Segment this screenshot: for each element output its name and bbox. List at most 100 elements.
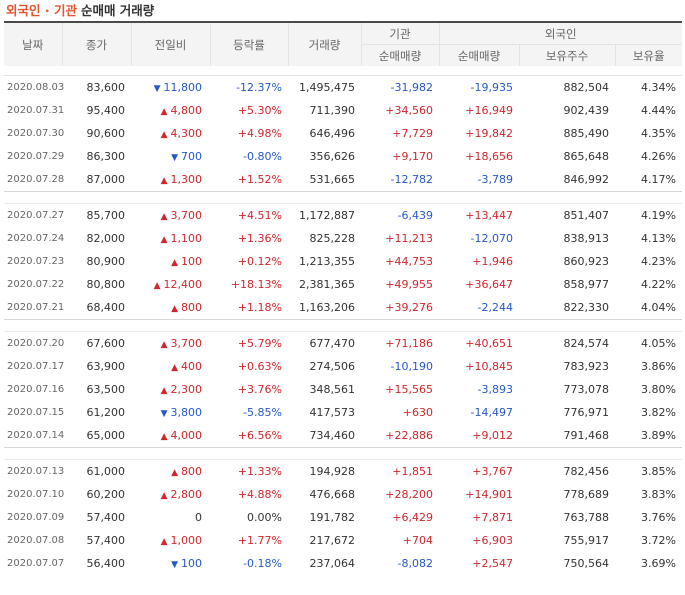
section-title-sub: 순매매 거래량 bbox=[80, 3, 155, 18]
cell-foreign-net: +16,949 bbox=[465, 104, 513, 117]
cell-change: ▲ 1,100 bbox=[131, 227, 210, 250]
cell-volume: 1,163,206 bbox=[299, 301, 355, 314]
cell-date: 2020.07.28 bbox=[7, 174, 65, 185]
table-row: 2020.07.28 87,000 ▲ 1,300 +1.52% 531,665 -12,7… bbox=[4, 168, 682, 192]
cell-foreign-ratio: 4.04% bbox=[641, 301, 676, 314]
table-row: 2020.08.03 83,600 ▼ 11,800 -12.37% 1,495,475 -… bbox=[4, 76, 682, 100]
cell-change: ▲ 400 bbox=[131, 355, 210, 378]
cell-date: 2020.07.27 bbox=[7, 210, 65, 221]
cell-volume: 194,928 bbox=[309, 465, 356, 478]
cell-rate: -5.85% bbox=[243, 406, 282, 419]
cell-foreign-hold: 776,971 bbox=[563, 406, 610, 419]
section-title-main: 외국인 · 기관 bbox=[6, 3, 77, 18]
cell-foreign-hold: 822,330 bbox=[563, 301, 610, 314]
cell-foreign-net: -12,070 bbox=[470, 232, 513, 245]
cell-close: 90,600 bbox=[86, 127, 126, 140]
cell-close: 83,600 bbox=[86, 81, 126, 94]
cell-foreign-ratio: 3.89% bbox=[641, 429, 676, 442]
cell-inst-net: +6,429 bbox=[392, 511, 433, 524]
cell-volume: 677,470 bbox=[309, 337, 356, 350]
change-value: 3,700 bbox=[170, 337, 203, 350]
change-value: 3,800 bbox=[170, 406, 203, 419]
triangle-down-icon: ▼ bbox=[171, 153, 178, 163]
header-row-bottom: 순매매량 순매매량 보유주수 보유율 bbox=[4, 44, 682, 66]
cell-foreign-net: +7,871 bbox=[472, 511, 513, 524]
cell-date: 2020.07.17 bbox=[7, 361, 65, 372]
cell-foreign-hold: 750,564 bbox=[563, 557, 610, 570]
triangle-up-icon: ▲ bbox=[153, 281, 161, 291]
col-header-foreign-ratio: 보유율 bbox=[614, 44, 682, 66]
col-group-foreign: 외국인 bbox=[438, 21, 682, 45]
triangle-up-icon: ▲ bbox=[160, 432, 168, 442]
table-row: 2020.07.10 60,200 ▲ 2,800 +4.88% 476,668 +28,2… bbox=[4, 483, 682, 506]
cell-change: ▼ 3,800 bbox=[131, 401, 210, 424]
cell-inst-net: +39,276 bbox=[385, 301, 433, 314]
cell-date: 2020.07.10 bbox=[7, 489, 65, 500]
cell-foreign-hold: 763,788 bbox=[563, 511, 610, 524]
cell-close: 82,000 bbox=[86, 232, 126, 245]
cell-close: 57,400 bbox=[86, 511, 126, 524]
triangle-up-icon: ▲ bbox=[171, 258, 178, 268]
cell-foreign-ratio: 4.05% bbox=[641, 337, 676, 350]
cell-volume: 825,228 bbox=[309, 232, 356, 245]
cell-close: 95,400 bbox=[86, 104, 126, 117]
triangle-up-icon: ▲ bbox=[160, 107, 168, 117]
table-row: 2020.07.24 82,000 ▲ 1,100 +1.36% 825,228 +11,2… bbox=[4, 227, 682, 250]
change-value: 4,800 bbox=[170, 104, 203, 117]
cell-date: 2020.07.22 bbox=[7, 279, 65, 290]
cell-change: ▲ 4,300 bbox=[131, 122, 210, 145]
cell-change: ▼ 700 bbox=[131, 145, 210, 168]
table-row: 2020.07.09 57,400 0 0.00% 191,782 +6,429 +7,87… bbox=[4, 506, 682, 529]
cell-foreign-ratio: 4.22% bbox=[641, 278, 676, 291]
cell-rate: +4.88% bbox=[237, 488, 282, 501]
col-group-institution: 기관 bbox=[360, 21, 439, 45]
col-header-foreign-hold: 보유주수 bbox=[518, 44, 615, 66]
separator-cell bbox=[4, 447, 682, 460]
triangle-up-icon: ▲ bbox=[160, 491, 168, 501]
cell-foreign-net: -14,497 bbox=[470, 406, 513, 419]
investor-trading-table: 날짜 종가 전일비 등락률 거래량 기관 외국인 순매매량 순매매량 보유주수 … bbox=[4, 21, 682, 575]
cell-foreign-ratio: 3.72% bbox=[641, 534, 676, 547]
cell-change: ▲ 1,300 bbox=[131, 168, 210, 192]
cell-inst-net: -10,190 bbox=[390, 360, 433, 373]
table-row: 2020.07.21 68,400 ▲ 800 +1.18% 1,163,206 +39,2… bbox=[4, 296, 682, 320]
cell-close: 80,800 bbox=[86, 278, 126, 291]
cell-rate: +0.12% bbox=[237, 255, 282, 268]
cell-foreign-ratio: 3.76% bbox=[641, 511, 676, 524]
col-header-date: 날짜 bbox=[4, 21, 62, 66]
cell-foreign-ratio: 3.69% bbox=[641, 557, 676, 570]
triangle-up-icon: ▲ bbox=[160, 340, 168, 350]
cell-volume: 417,573 bbox=[309, 406, 356, 419]
cell-foreign-ratio: 3.85% bbox=[641, 465, 676, 478]
cell-rate: -12.37% bbox=[236, 81, 282, 94]
cell-rate: +4.98% bbox=[237, 127, 282, 140]
col-header-foreign-net: 순매매량 bbox=[438, 44, 519, 66]
cell-close: 61,000 bbox=[86, 465, 126, 478]
triangle-up-icon: ▲ bbox=[160, 537, 168, 547]
cell-date: 2020.07.07 bbox=[7, 558, 65, 569]
table-row: 2020.07.17 63,900 ▲ 400 +0.63% 274,506 -10,190… bbox=[4, 355, 682, 378]
cell-date: 2020.07.16 bbox=[7, 384, 65, 395]
cell-inst-net: +22,886 bbox=[385, 429, 433, 442]
cell-rate: -0.18% bbox=[243, 557, 282, 570]
cell-rate: +6.56% bbox=[237, 429, 282, 442]
cell-volume: 191,782 bbox=[309, 511, 356, 524]
cell-foreign-hold: 778,689 bbox=[563, 488, 610, 501]
col-header-close: 종가 bbox=[61, 21, 131, 66]
cell-foreign-hold: 824,574 bbox=[563, 337, 610, 350]
cell-close: 86,300 bbox=[86, 150, 126, 163]
cell-inst-net: +34,560 bbox=[385, 104, 433, 117]
cell-date: 2020.08.03 bbox=[7, 82, 65, 93]
col-header-volume: 거래량 bbox=[287, 21, 361, 66]
cell-foreign-ratio: 4.17% bbox=[641, 173, 676, 186]
header-row-top: 날짜 종가 전일비 등락률 거래량 기관 외국인 bbox=[4, 21, 682, 66]
cell-close: 68,400 bbox=[86, 301, 126, 314]
cell-foreign-ratio: 4.44% bbox=[641, 104, 676, 117]
col-header-change: 전일비 bbox=[130, 21, 210, 66]
change-value: 4,300 bbox=[170, 127, 203, 140]
cell-inst-net: -8,082 bbox=[397, 557, 433, 570]
cell-rate: +3.76% bbox=[237, 383, 282, 396]
cell-change: ▲ 2,300 bbox=[131, 378, 210, 401]
cell-foreign-net: +40,651 bbox=[465, 337, 513, 350]
cell-foreign-ratio: 4.35% bbox=[641, 127, 676, 140]
